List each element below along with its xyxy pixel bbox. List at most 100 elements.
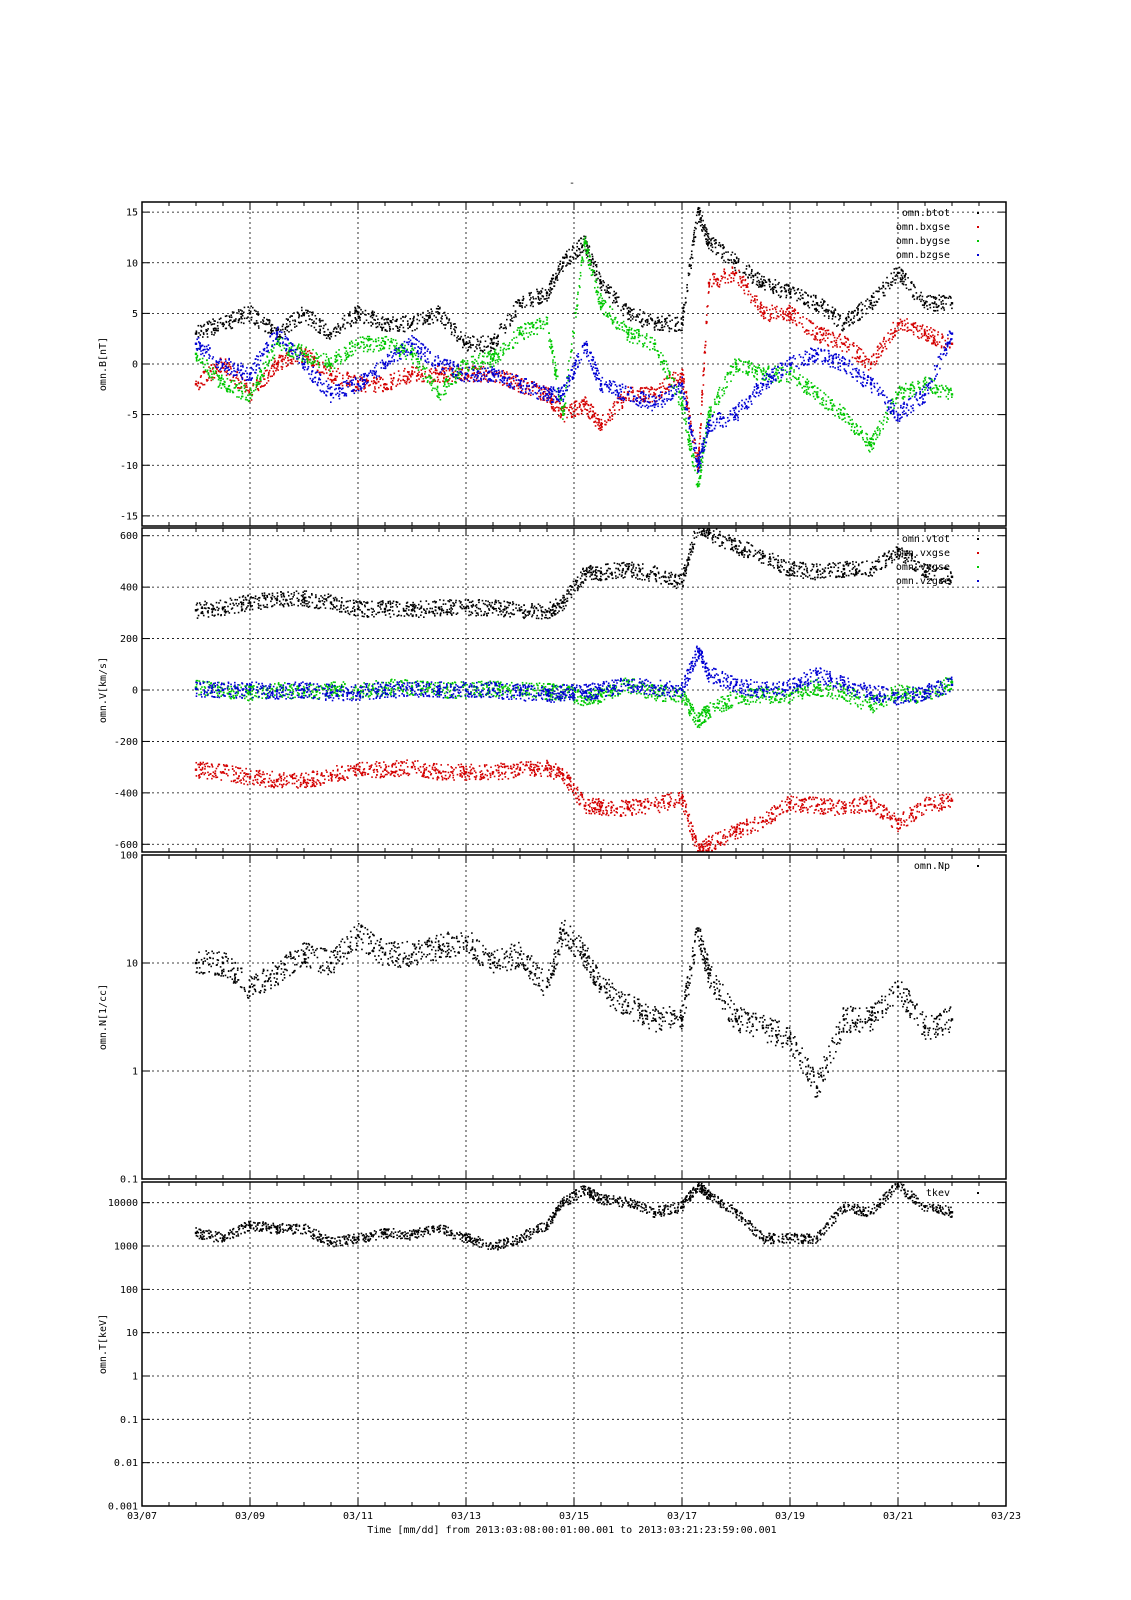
trace-dot — [926, 340, 928, 342]
trace-dot — [574, 312, 577, 314]
trace-dot — [557, 269, 559, 271]
trace-dot — [327, 357, 330, 360]
trace-dot — [206, 333, 209, 335]
trace-dot — [303, 314, 305, 317]
trace-dot — [527, 388, 530, 390]
trace-dot — [529, 304, 532, 307]
trace-dot — [368, 335, 371, 338]
trace-dot — [272, 329, 274, 332]
trace-dot — [471, 365, 474, 368]
trace-dot — [776, 315, 779, 317]
trace-dot — [765, 376, 768, 379]
trace-dot — [261, 373, 263, 376]
trace-dot — [796, 299, 798, 302]
trace-dot — [754, 301, 757, 304]
trace-dot — [809, 393, 812, 396]
trace-dot — [243, 379, 246, 382]
trace-dot — [604, 291, 607, 294]
trace-dot — [687, 443, 690, 446]
trace-dot — [903, 319, 906, 322]
trace-dot — [580, 242, 582, 245]
trace-dot — [793, 371, 795, 373]
trace-dot — [301, 360, 304, 362]
trace-dot — [756, 299, 758, 301]
trace-dot — [806, 391, 808, 393]
trace-dot — [454, 381, 457, 384]
trace-dot — [667, 370, 670, 372]
trace-dot — [428, 317, 430, 319]
trace-dot — [675, 386, 678, 388]
trace-dot — [878, 290, 880, 293]
trace-dot — [520, 378, 523, 381]
trace-dot — [683, 418, 685, 421]
trace-dot — [642, 343, 644, 345]
trace-dot — [891, 402, 894, 405]
trace-dot — [430, 376, 433, 379]
trace-dot — [335, 351, 338, 354]
trace-dot — [698, 207, 701, 209]
trace-dot — [473, 366, 476, 369]
trace-dot — [541, 287, 544, 290]
trace-dot — [267, 332, 269, 334]
trace-dot — [264, 384, 266, 386]
trace-dot — [307, 358, 309, 361]
trace-dot — [315, 363, 318, 366]
trace-dot — [658, 354, 661, 357]
trace-dot — [820, 333, 823, 336]
trace-dot — [400, 350, 403, 352]
trace-dot — [230, 314, 233, 317]
trace-dot — [855, 425, 858, 428]
trace-dot — [682, 374, 685, 376]
trace-dot — [581, 399, 583, 402]
trace-dot — [562, 411, 564, 413]
trace-dot — [411, 320, 414, 323]
trace-dot — [507, 348, 510, 350]
trace-dot — [251, 391, 253, 394]
trace-dot — [282, 328, 284, 331]
trace-dot — [578, 248, 581, 251]
trace-dot — [784, 290, 787, 293]
trace-dot — [522, 295, 525, 298]
trace-dot — [698, 213, 701, 215]
trace-dot — [329, 331, 331, 334]
trace-dot — [217, 370, 220, 373]
trace-dot — [706, 232, 709, 235]
trace-dot — [938, 298, 941, 301]
trace-dot — [507, 344, 509, 347]
trace-dot — [841, 418, 843, 421]
trace-dot — [772, 291, 774, 293]
trace-dot — [362, 350, 365, 353]
trace-dot — [544, 392, 547, 395]
trace-dot — [424, 375, 427, 378]
trace-dot — [622, 401, 625, 404]
trace-dot — [724, 276, 726, 279]
trace-dot — [263, 375, 265, 377]
trace-dot — [737, 259, 740, 262]
trace-dot — [508, 386, 511, 389]
trace-dot — [378, 376, 381, 378]
trace-dot — [433, 314, 436, 317]
trace-dot — [384, 341, 387, 343]
trace-dot — [357, 311, 360, 314]
trace-dot — [443, 383, 446, 386]
trace-dot — [816, 304, 819, 306]
trace-dot — [770, 288, 772, 291]
trace-dot — [493, 352, 495, 355]
trace-dot — [808, 392, 810, 395]
trace-dot — [863, 362, 866, 364]
trace-dot — [467, 346, 470, 349]
trace-dot — [622, 314, 625, 317]
trace-dot — [551, 407, 553, 410]
data-point — [869, 362, 873, 366]
trace-dot — [864, 444, 867, 447]
trace-dot — [450, 324, 453, 326]
trace-dot — [588, 264, 590, 267]
trace-dot — [294, 360, 297, 363]
trace-dot — [517, 382, 519, 385]
trace-dot — [618, 328, 621, 330]
trace-dot — [799, 291, 801, 294]
trace-dot — [405, 383, 408, 385]
trace-dot — [850, 312, 853, 315]
trace-dot — [789, 305, 792, 308]
trace-dot — [599, 427, 601, 429]
